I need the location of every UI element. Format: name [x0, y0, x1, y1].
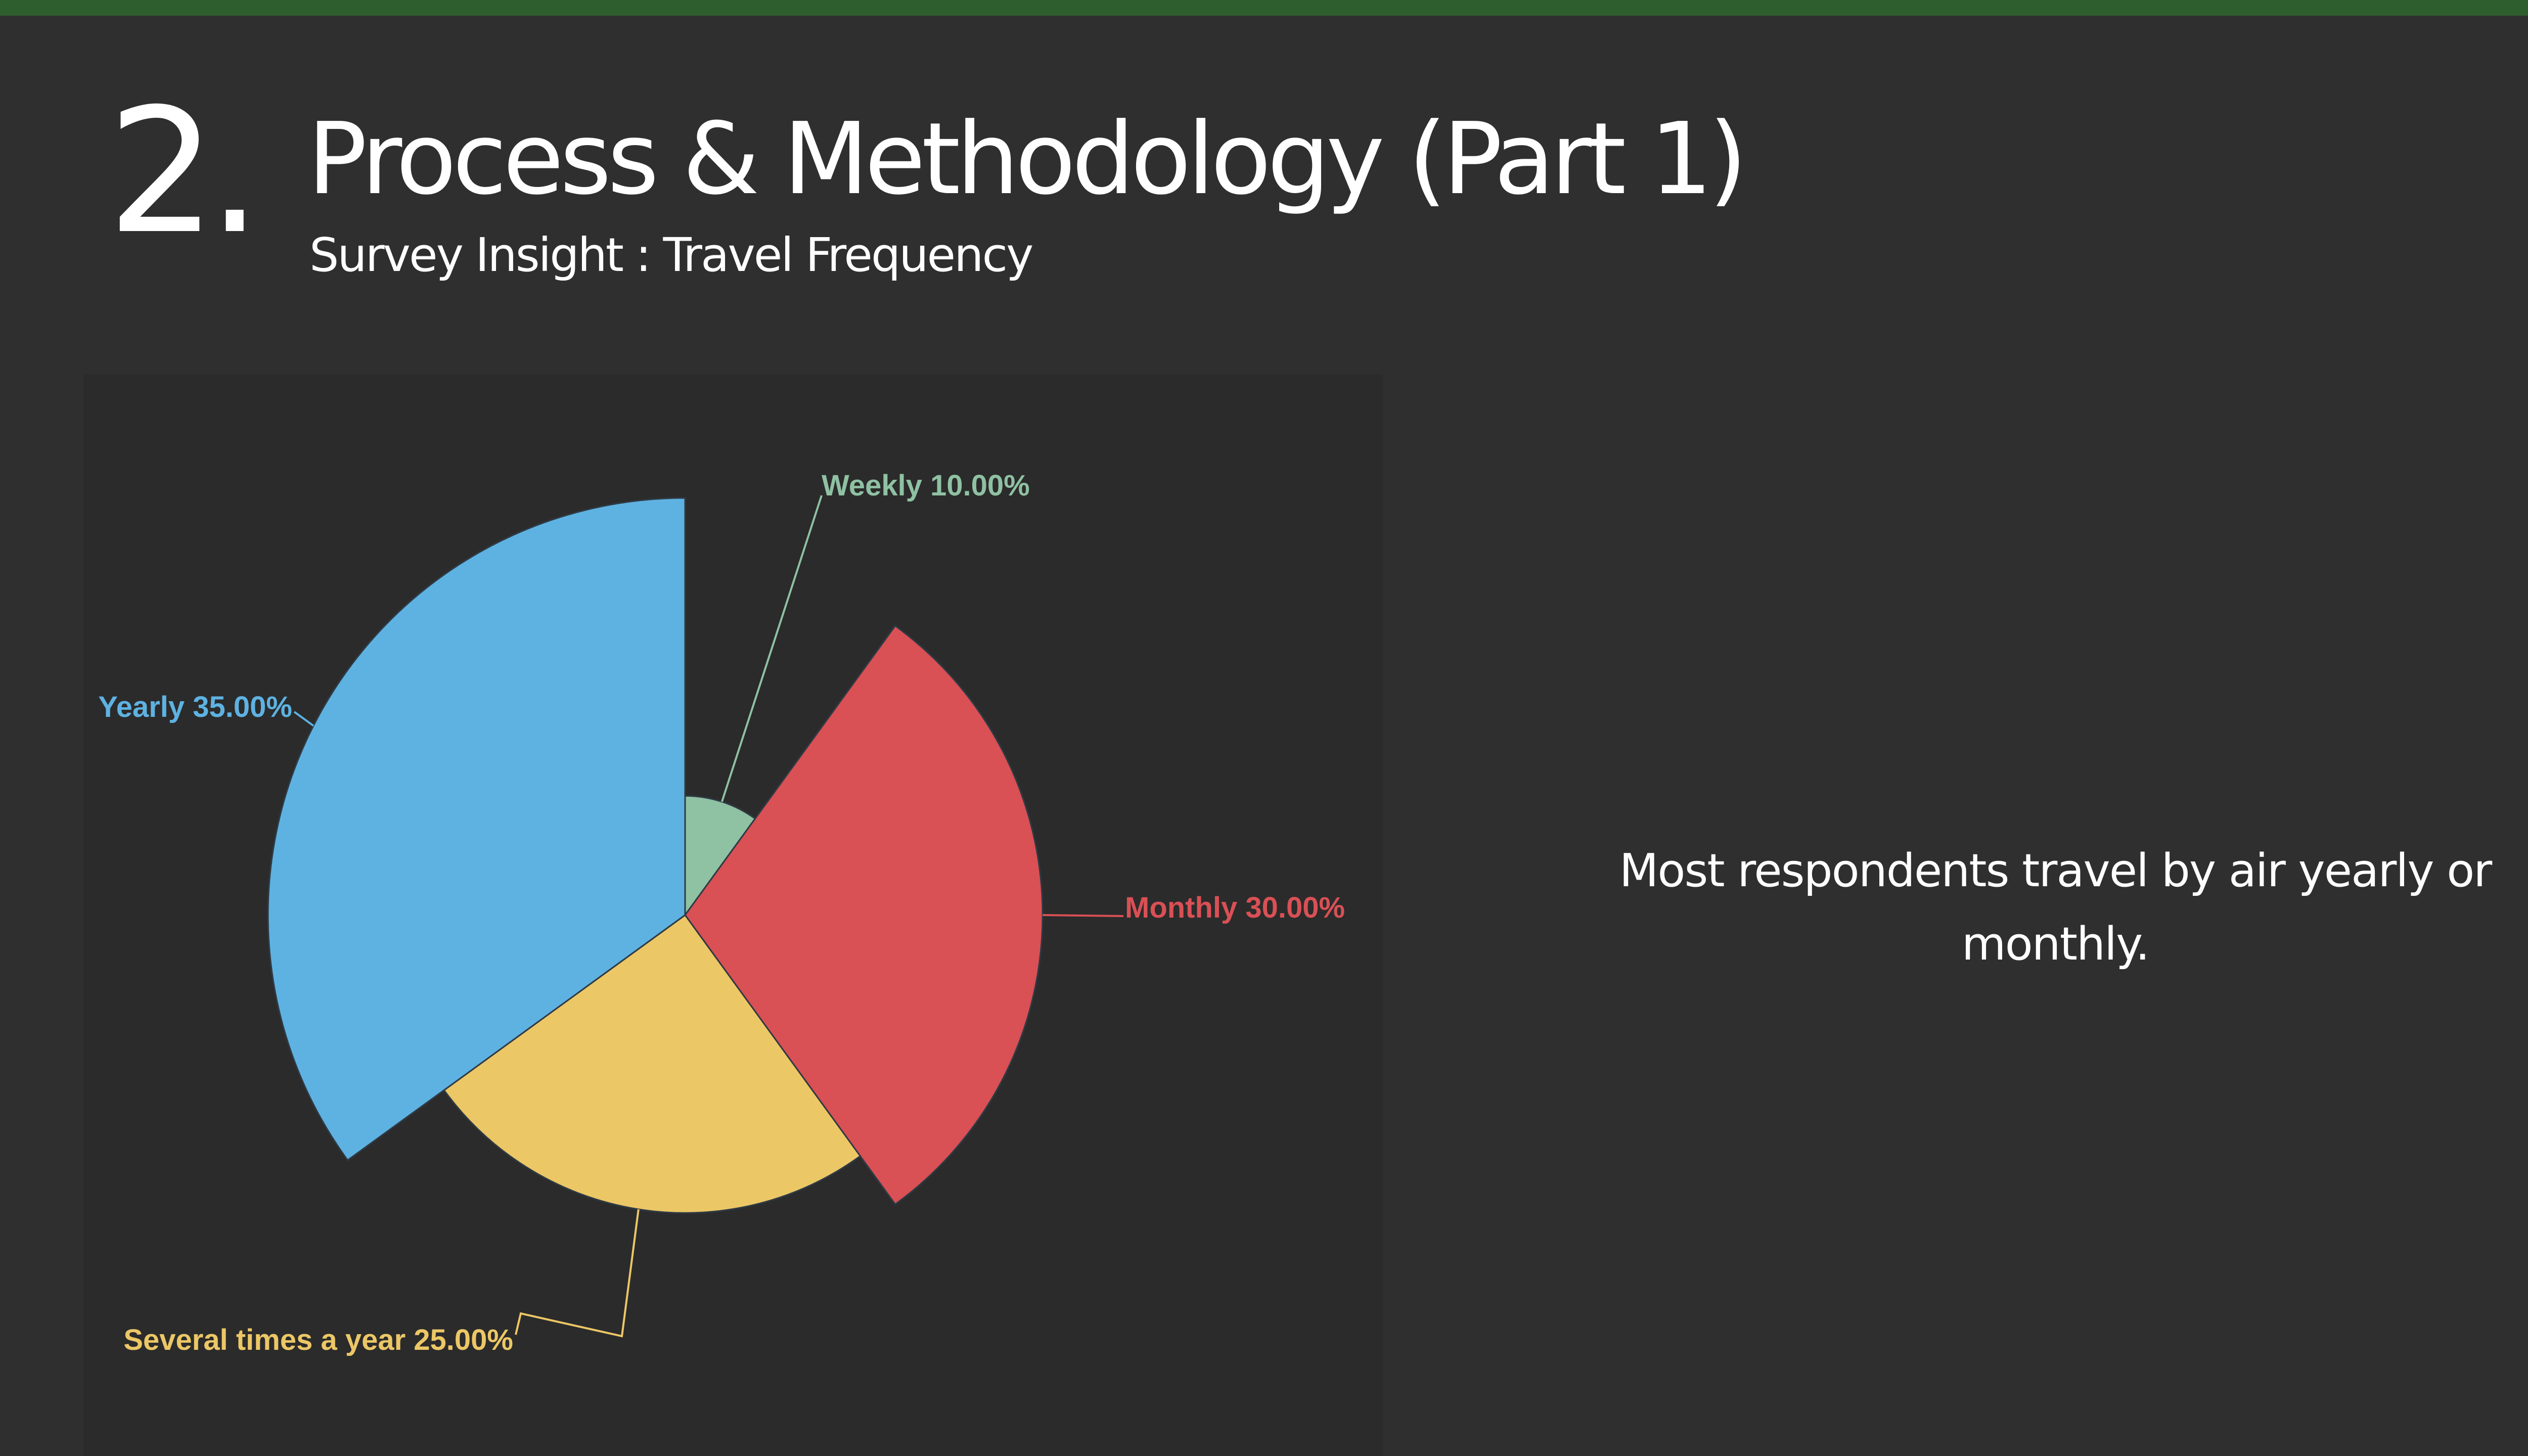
leader-line-yearly: [293, 711, 314, 727]
page-subtitle: Survey Insight : Travel Frequency: [309, 228, 1033, 282]
slice-label-several-times-a-year: Several times a year 25.00%: [123, 1324, 513, 1356]
slice-label-monthly: Monthly 30.00%: [1125, 891, 1345, 924]
top-accent-bar: [0, 0, 2528, 16]
leader-line-several-times-a-year: [515, 1209, 640, 1338]
slice-label-yearly: Yearly 35.00%: [98, 691, 292, 723]
slice-label-weekly: Weekly 10.00%: [822, 469, 1030, 502]
pie-slice-yearly: [267, 497, 686, 1161]
section-number: 2.: [107, 72, 262, 272]
pie-slice-several-times-a-year: [443, 914, 862, 1214]
leader-line-weekly: [720, 495, 823, 802]
page-title: Process & Methodology (Part 1): [307, 102, 1747, 217]
leader-line-monthly: [1043, 914, 1124, 917]
pie-slice-monthly: [684, 624, 1044, 1206]
insight-text: Most respondents travel by air yearly or…: [1619, 844, 2493, 971]
pie-slice-weekly: [684, 795, 756, 918]
